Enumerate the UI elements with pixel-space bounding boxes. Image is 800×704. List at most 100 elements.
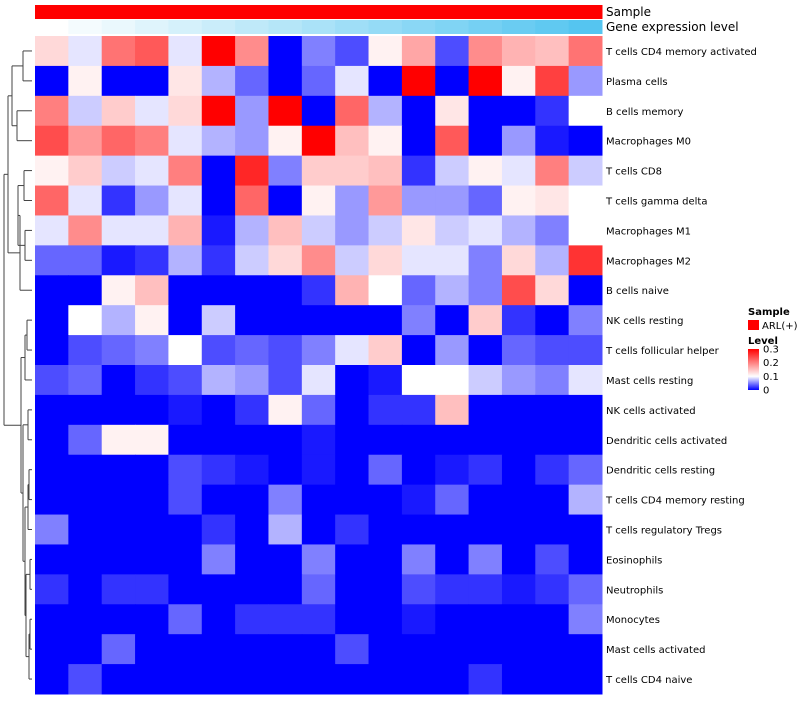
heatmap-cell [35,574,69,605]
heatmap-cell [368,394,403,426]
heatmap-cell [335,185,370,216]
heatmap-cell [435,275,470,306]
heatmap-cell [435,95,470,127]
heatmap-cell [368,335,403,366]
row-dendrogram [3,50,32,680]
heatmap-cell [235,215,269,246]
heatmap-cell [335,155,370,187]
heatmap-cell [368,544,403,575]
heatmap-cell [568,544,603,575]
heatmap-cell [101,454,136,486]
annotation-label-sample: Sample [606,5,651,19]
annotation-label-gene-expression: Gene expression level [606,20,739,34]
heatmap-cell [135,275,169,306]
heatmap-cell [135,484,169,516]
expression-annotation-cell [35,20,69,34]
heatmap-cell [201,484,236,516]
heatmap-cell [235,574,269,605]
heatmap-cell [201,634,236,665]
heatmap-cell [268,574,303,605]
row-label: NK cells resting [606,316,683,327]
legend-sample-title: Sample [748,307,790,318]
heatmap-cell [368,574,403,605]
heatmap-cell [535,514,570,545]
heatmap-cell [135,185,169,216]
heatmap-cell [368,36,403,67]
heatmap-cell [168,215,203,246]
heatmap-cell [168,365,203,396]
expression-annotation-cell [201,20,236,34]
row-label: T cells gamma delta [605,197,707,208]
heatmap-cell [301,454,336,486]
heatmap-cell [368,664,403,695]
heatmap-cell [235,544,269,575]
heatmap-cell [368,185,403,216]
heatmap-cell [268,155,303,187]
heatmap-cell [335,484,370,516]
heatmap-cell [235,454,269,486]
heatmap-cell [201,185,236,216]
heatmap-cell [501,335,536,366]
heatmap-cell [68,275,103,306]
expression-annotation-cell [135,20,169,34]
heatmap-cell [101,305,136,336]
heatmap-cell [135,365,169,396]
row-label: T cells regulatory Tregs [605,526,722,537]
legend-sample-swatch [748,320,759,330]
sample-annotation-cell [568,5,603,19]
heatmap-cell [501,664,536,695]
heatmap-cell [135,335,169,366]
row-label: NK cells activated [606,406,696,417]
heatmap-cell [268,125,303,157]
heatmap-cell [235,95,269,127]
heatmap-cell [101,604,136,635]
legend-sample-entry: ARL(+) [762,321,798,332]
heatmap-cell [201,36,236,67]
row-label: T cells CD4 naive [605,675,692,686]
expression-annotation-cell [501,20,536,34]
heatmap-cell [68,335,103,366]
heatmap-cell [335,394,370,426]
annotation-bars [35,5,603,34]
sample-annotation-cell [301,5,336,19]
heatmap-cell [101,95,136,127]
heatmap-cell [401,484,436,516]
heatmap-cell [35,125,69,157]
expression-annotation-cell [101,20,136,34]
heatmap-cell [535,36,570,67]
heatmap-cell [468,185,503,216]
heatmap-cell [468,36,503,67]
heatmap-cell [68,305,103,336]
heatmap-cell [301,95,336,127]
heatmap-cell [301,394,336,426]
heatmap-cell [235,155,269,187]
heatmap-cell [335,125,370,157]
row-label: B cells naive [606,286,669,297]
heatmap-cell [368,365,403,396]
heatmap-cell [368,514,403,545]
heatmap-cell [568,155,603,187]
heatmap-cell [201,155,236,187]
heatmap-cell [401,394,436,426]
row-label: Macrophages M2 [606,256,691,267]
heatmap-cell [335,514,370,545]
row-label: Plasma cells [606,77,668,88]
heatmap-cell [335,65,370,97]
row-label: Neutrophils [606,585,663,596]
heatmap-cell [568,604,603,635]
heatmap-cell [301,514,336,545]
heatmap-cell [168,514,203,545]
row-label: T cells CD8 [605,167,662,178]
heatmap-cell [268,484,303,516]
heatmap-cell [35,155,69,187]
heatmap-cell [335,36,370,67]
heatmap-cell [468,514,503,545]
heatmap-cell [235,484,269,516]
heatmap-cell [301,155,336,187]
heatmap-cell [201,335,236,366]
expression-annotation-cell [235,20,269,34]
heatmap-cell [401,305,436,336]
heatmap-cell [235,604,269,635]
heatmap-cell [268,424,303,456]
row-label: Monocytes [606,615,660,626]
